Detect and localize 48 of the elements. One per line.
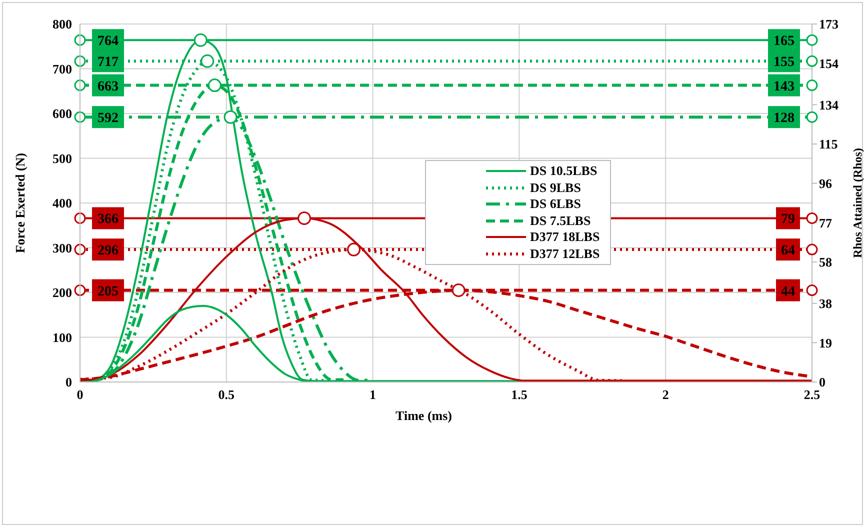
y-tick-label: 600 — [52, 106, 72, 122]
y2-tick-label: 38 — [819, 296, 832, 311]
y2-tick-label: 0 — [819, 374, 826, 390]
y2-tick-label: 77 — [819, 215, 832, 230]
annotation: 44 — [781, 284, 795, 300]
ref-line-label: 366 — [98, 212, 118, 228]
y-tick-label: 300 — [52, 240, 72, 256]
x-axis-title: Time (ms) — [396, 408, 452, 423]
annotation: 64 — [781, 244, 795, 259]
x-tick-label: 0.5 — [218, 387, 236, 402]
y2-tick-label: 58 — [819, 254, 832, 270]
y2-tick-label: 134 — [819, 97, 839, 112]
y-tick-label: 400 — [52, 196, 72, 211]
annotation: 155 — [774, 55, 794, 70]
y-tick-label: 100 — [52, 330, 72, 345]
y-axis-title: Force Exerted (N) — [12, 152, 28, 254]
x-tick-label: 0 — [76, 387, 84, 402]
x-tick-label: 2.5 — [804, 387, 821, 402]
y-tick-label: 700 — [52, 61, 72, 76]
y2-tick-label: 96 — [819, 176, 832, 191]
y-tick-label: 0 — [66, 374, 72, 390]
x-tick-label: 2 — [662, 387, 669, 402]
annotation: 79 — [781, 212, 795, 228]
y2-tick-label: 154 — [819, 56, 839, 71]
legend-label: DS 6LBS — [530, 196, 581, 212]
y2-tick-label: 19 — [819, 335, 832, 350]
y-tick-label: 200 — [52, 285, 72, 300]
legend-label: DS 10.5LBS — [530, 163, 598, 180]
y2-tick-label: 173 — [819, 16, 839, 32]
y2-axis-title: Rhos Attained (Rhos) — [850, 148, 864, 258]
legend-label: D377 18LBS — [530, 229, 600, 246]
annotation: 143 — [774, 79, 794, 94]
y2-tick-label: 115 — [819, 136, 838, 152]
legend-label: DS 7.5LBS — [530, 212, 591, 229]
ref-line-label: 764 — [98, 34, 118, 50]
ref-line-label: 205 — [98, 284, 118, 300]
legend-label: DS 9LBS — [530, 180, 581, 196]
annotation: 128 — [774, 111, 794, 126]
ref-line-label: 296 — [98, 244, 118, 259]
ref-line-label: 663 — [98, 79, 118, 94]
annotation: 165 — [774, 34, 794, 50]
legend-label: D377 12LBS — [530, 246, 600, 262]
y-tick-label: 500 — [52, 150, 72, 166]
x-tick-label: 1.5 — [511, 387, 528, 402]
y-tick-label: 800 — [52, 16, 72, 32]
ref-line-label: 717 — [98, 55, 118, 70]
ref-line-label: 592 — [98, 111, 118, 126]
x-tick-label: 1 — [370, 387, 376, 402]
